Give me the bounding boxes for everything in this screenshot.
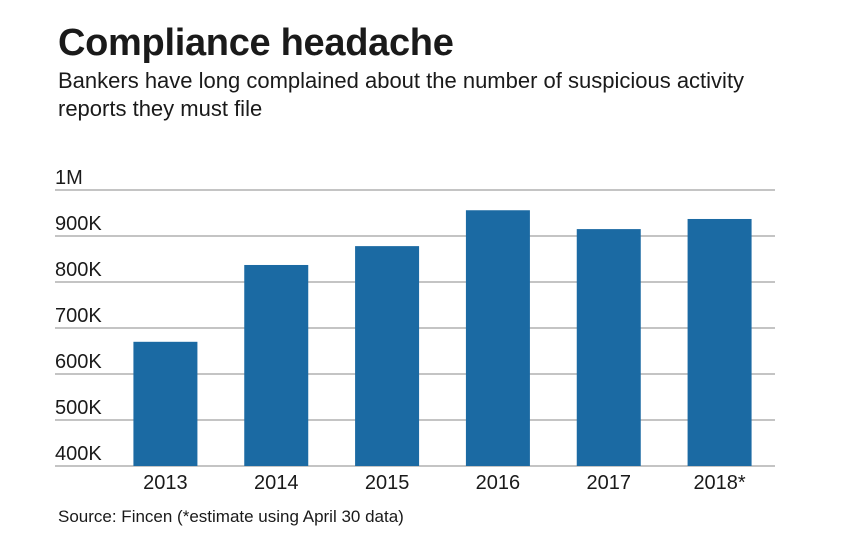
x-axis-tick-labels: 2013 2014 2015 2016 2017 2018* [143,472,746,494]
x-tick-label: 2013 [143,472,188,494]
chart-title: Compliance headache [58,22,454,64]
y-tick-label: 1M [55,167,83,189]
bar-2018 [687,218,752,466]
y-tick-label: 600K [55,351,102,373]
x-tick-label: 2016 [476,472,521,494]
chart-subtitle: Bankers have long complained about the n… [58,68,745,121]
x-tick-label: 2017 [587,472,632,494]
x-tick-label: 2014 [254,472,299,494]
bar-2014 [244,264,309,466]
bar-2017 [576,229,641,466]
source-note: Source: Fincen (*estimate using April 30… [58,507,404,526]
bar-2016 [465,210,530,466]
y-tick-label: 800K [55,259,102,281]
y-tick-label: 900K [55,213,102,235]
y-tick-label: 500K [55,397,102,419]
x-tick-label: 2018* [693,472,745,494]
bar-2015 [355,246,420,466]
bars [133,210,752,466]
y-axis-tick-labels: 400K 500K 600K 700K 800K 900K 1M [55,167,102,465]
y-tick-label: 400K [55,443,102,465]
bar-2013 [133,341,198,466]
y-tick-label: 700K [55,305,102,327]
x-tick-label: 2015 [365,472,410,494]
